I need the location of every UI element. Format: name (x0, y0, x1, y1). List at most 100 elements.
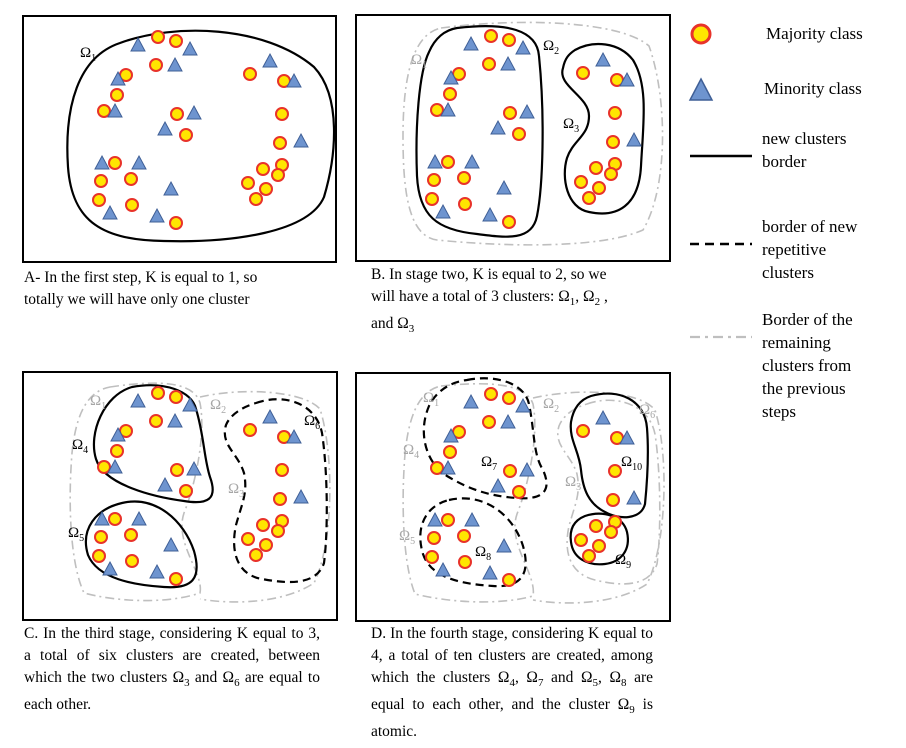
panel-b: Ω1 Ω2 Ω3 (355, 14, 671, 262)
caption-b: B. In stage two, K is equal to 2, so we … (371, 264, 671, 340)
majority-point (273, 492, 287, 506)
majority-point (457, 529, 471, 543)
minority-point (619, 429, 635, 445)
majority-point (606, 135, 620, 149)
caption-d-text1: D. In the fourth stage, considering K eq… (371, 625, 653, 686)
majority-point (512, 127, 526, 141)
panel-a-diagram: Ω1 (66, 29, 336, 243)
majority-point (574, 175, 588, 189)
majority-point (179, 484, 193, 498)
majority-point (92, 193, 106, 207)
cluster-label-o1: Ω1 (411, 52, 427, 71)
minority-point (464, 511, 480, 527)
minority-point (595, 409, 611, 425)
majority-point (592, 181, 606, 195)
minority-point (130, 36, 146, 52)
legend-remaining-border-label: Border of the remaining clusters from th… (762, 308, 853, 423)
cluster-label-o4: Ω4 (403, 442, 419, 461)
legend-new-border-label: new clusters border (762, 127, 847, 173)
majority-point (502, 215, 516, 229)
majority-point (458, 555, 472, 569)
minority-point (149, 563, 165, 579)
cluster-border-omega10 (569, 392, 649, 519)
majority-point (110, 444, 124, 458)
minority-point (286, 428, 302, 444)
minority-point (131, 154, 147, 170)
minority-point (102, 560, 118, 576)
panel-c: Ω1 Ω2 Ω6 Ω4 Ω3 Ω5 (22, 371, 338, 621)
cluster-label-o5: Ω5 (68, 525, 84, 544)
majority-point (110, 88, 124, 102)
majority-point (604, 167, 618, 181)
majority-point (608, 106, 622, 120)
majority-point (427, 531, 441, 545)
legend-remaining-line4: the previous (762, 379, 846, 398)
majority-point (604, 525, 618, 539)
majority-point (170, 107, 184, 121)
caption-b-line2-text: will have a total of 3 clusters: (371, 288, 559, 305)
legend-majority-label: Majority class (766, 24, 863, 43)
majority-point (502, 573, 516, 587)
legend-majority-icon (690, 23, 712, 45)
majority-point (441, 513, 455, 527)
majority-point (108, 512, 122, 526)
minority-point (163, 180, 179, 196)
majority-point (443, 445, 457, 459)
minority-point (182, 40, 198, 56)
cluster-border-omega6 (223, 398, 328, 584)
minority-point (157, 476, 173, 492)
majority-point (275, 463, 289, 477)
minority-point (490, 477, 506, 493)
majority-point (589, 519, 603, 533)
cluster-label-o6: Ω6 (639, 402, 655, 421)
minority-point (94, 154, 110, 170)
cluster-label-o4: Ω4 (72, 437, 88, 456)
majority-point (502, 33, 516, 47)
majority-point (275, 107, 289, 121)
majority-point (458, 197, 472, 211)
caption-a-line1: A- In the first step, K is equal to 1, s… (24, 269, 258, 286)
cluster-border-omega2 (415, 25, 544, 238)
majority-point (94, 174, 108, 188)
cluster-label-o9: Ω9 (615, 552, 631, 571)
majority-point (249, 548, 263, 562)
panel-d-diagram: Ω1 Ω2 Ω6 Ω4 Ω7 Ω10 Ω3 Ω5 Ω8 Ω9 (399, 377, 665, 604)
minority-point (149, 207, 165, 223)
majority-point (169, 216, 183, 230)
caption-c-text2: and (189, 669, 223, 686)
majority-point (108, 156, 122, 170)
panel-d: Ω1 Ω2 Ω6 Ω4 Ω7 Ω10 Ω3 Ω5 Ω8 Ω9 (355, 372, 671, 622)
points-d (425, 387, 642, 587)
legend-remaining-line1: Border of the (762, 310, 853, 329)
minority-point (110, 70, 126, 86)
majority-point (576, 424, 590, 438)
cluster-border-omega5 (84, 500, 198, 589)
caption-d-text4: is atomic. (371, 696, 653, 741)
majority-point (271, 524, 285, 538)
majority-point (427, 173, 441, 187)
majority-point (169, 572, 183, 586)
minority-point (102, 204, 118, 220)
majority-point (582, 549, 596, 563)
majority-point (151, 30, 165, 44)
majority-point (151, 386, 165, 400)
minority-point (94, 510, 110, 526)
minority-point (619, 71, 635, 87)
caption-a: A- In the first step, K is equal to 1, s… (24, 267, 324, 311)
caption-d-omega8: Ω8 (609, 669, 627, 690)
cluster-border-omega4 (92, 384, 214, 504)
majority-point (256, 518, 270, 532)
cluster-label-o8: Ω8 (475, 544, 491, 563)
majority-point (457, 171, 471, 185)
legend-new-border-line (690, 154, 752, 158)
cluster-label-o2: Ω2 (543, 38, 559, 57)
majority-point (149, 58, 163, 72)
remaining-border-omega1 (402, 382, 536, 603)
points-b (425, 29, 642, 229)
caption-d-omega5: Ω5 (580, 669, 599, 690)
minority-point (443, 69, 459, 85)
majority-point (441, 155, 455, 169)
majority-point (97, 104, 111, 118)
minority-point (182, 396, 198, 412)
legend-new-border-line2: border (762, 152, 807, 171)
